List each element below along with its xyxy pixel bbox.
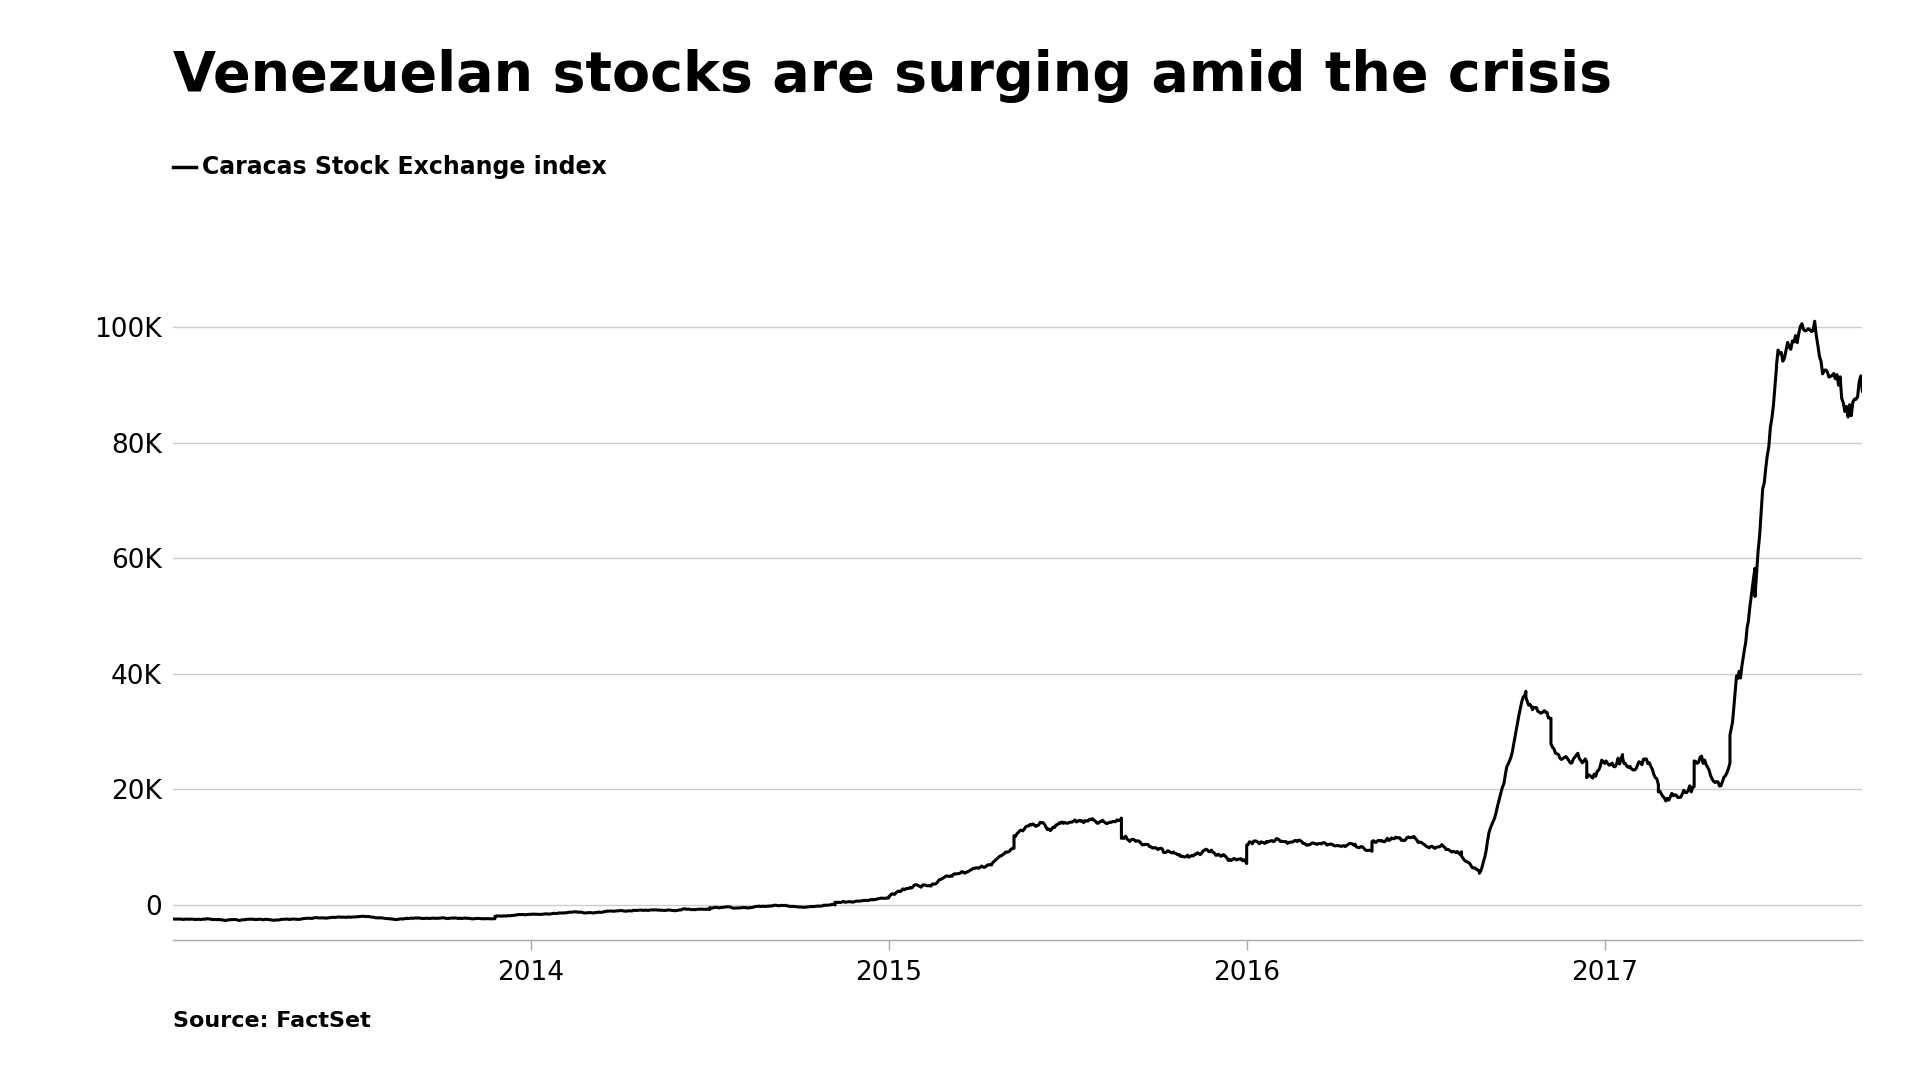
Text: Caracas Stock Exchange index: Caracas Stock Exchange index	[202, 156, 607, 179]
Text: Source: FactSet: Source: FactSet	[173, 1011, 371, 1031]
Text: Venezuelan stocks are surging amid the crisis: Venezuelan stocks are surging amid the c…	[173, 49, 1613, 103]
